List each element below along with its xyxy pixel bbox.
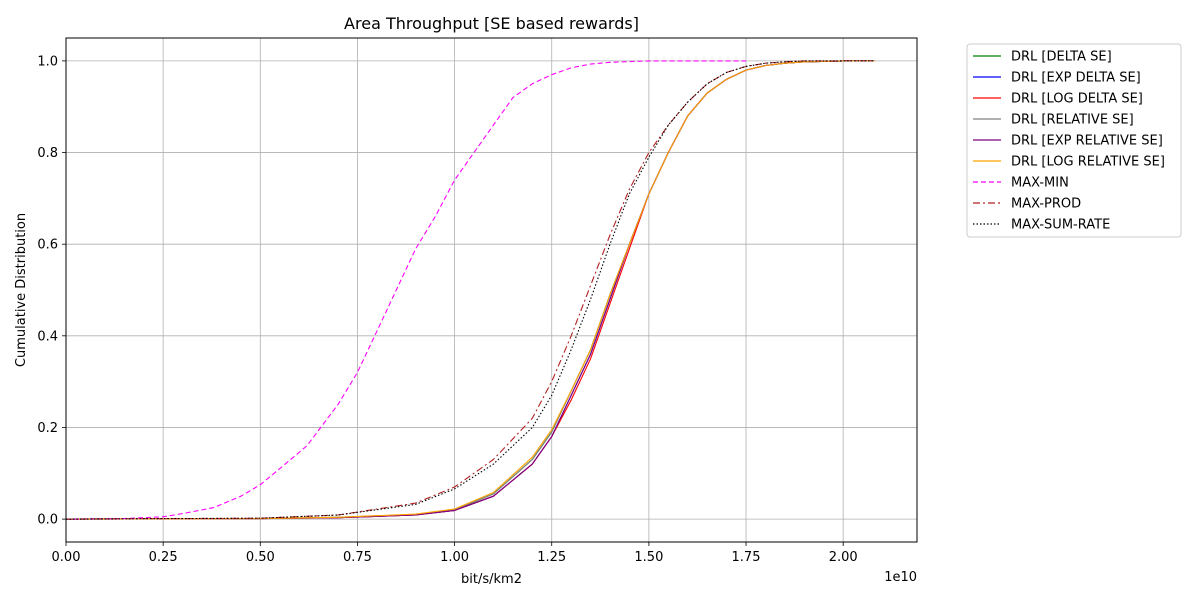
legend-label-drl-log-relative-se: DRL [LOG RELATIVE SE] [1011, 155, 1165, 170]
x-scale-exponent: 1e10 [884, 570, 917, 585]
legend-label-drl-relative-se: DRL [RELATIVE SE] [1011, 113, 1134, 128]
y-tick-label: 0.8 [37, 146, 58, 161]
legend-label-drl-log-delta-se: DRL [LOG DELTA SE] [1011, 92, 1143, 107]
x-tick-label: 1.00 [440, 550, 469, 565]
chart-title: Area Throughput [SE based rewards] [344, 14, 639, 33]
y-tick-label: 0.0 [37, 513, 58, 528]
legend-label-drl-exp-delta-se: DRL [EXP DELTA SE] [1011, 71, 1141, 86]
series-line-drl-log-relative-se [65, 60, 875, 520]
legend-label-drl-delta-se: DRL [DELTA SE] [1011, 50, 1112, 65]
series-lines [65, 60, 875, 520]
grid [65, 38, 917, 542]
legend: DRL [DELTA SE] DRL [EXP DELTA SE] DRL [LOG… [966, 43, 1182, 238]
x-axis-label: bit/s/km2 [461, 572, 522, 587]
x-tick-label: 0.50 [246, 550, 275, 565]
y-tick-label: 1.0 [37, 54, 58, 69]
legend-label-drl-exp-relative-se: DRL [EXP RELATIVE SE] [1011, 134, 1163, 149]
axis-ticks: 0.00 0.25 0.50 0.75 1.00 1.25 1.50 1.75 2.00 0.0 0… [37, 54, 857, 565]
legend-box [966, 43, 1182, 238]
x-tick-label: 2.00 [829, 550, 858, 565]
series-line-max-prod [65, 60, 875, 520]
legend-label-max-prod: MAX-PROD [1011, 197, 1081, 212]
legend-label-max-min: MAX-MIN [1011, 176, 1069, 191]
x-tick-label: 1.25 [537, 550, 566, 565]
y-tick-label: 0.2 [37, 421, 58, 436]
series-line-max-min [65, 60, 746, 520]
x-tick-label: 0.75 [343, 550, 372, 565]
x-tick-label: 1.75 [732, 550, 761, 565]
series-line-max-sum-rate [65, 60, 875, 520]
x-tick-label: 1.50 [634, 550, 663, 565]
plot-frame [65, 37, 918, 543]
y-tick-label: 0.6 [37, 238, 58, 253]
y-axis-label: Cumulative Distribution [14, 213, 29, 367]
x-tick-label: 0.00 [52, 550, 81, 565]
x-tick-label: 0.25 [149, 550, 178, 565]
y-tick-label: 0.4 [37, 329, 58, 344]
legend-label-max-sum-rate: MAX-SUM-RATE [1011, 218, 1110, 233]
